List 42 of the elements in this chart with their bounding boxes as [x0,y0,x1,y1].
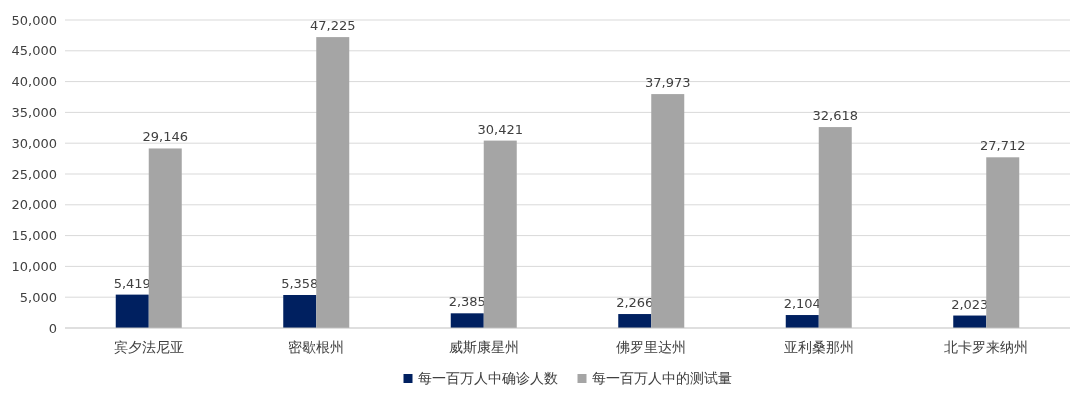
y-tick-label: 40,000 [11,74,57,90]
data-label: 5,419 [113,275,151,291]
bar [450,313,484,328]
bar [785,315,819,328]
data-label: 2,266 [616,295,654,311]
y-tick-label: 20,000 [11,197,57,213]
bar [651,94,685,328]
x-tick-label: 亚利桑那州 [783,339,854,355]
y-tick-label: 25,000 [11,166,57,182]
bar [283,295,317,328]
bar [618,314,652,328]
x-tick-label: 宾夕法尼亚 [113,339,184,355]
x-tick-label: 佛罗里达州 [616,339,687,355]
bar [148,148,182,328]
y-tick-label: 45,000 [11,43,57,59]
data-label: 29,146 [142,129,188,145]
data-label: 5,358 [281,275,319,291]
x-tick-label: 密歇根州 [288,339,345,355]
y-tick-label: 35,000 [11,104,57,120]
bar [316,37,350,328]
bar [818,127,852,328]
x-tick-label: 北卡罗来纳州 [944,339,1029,355]
y-tick-label: 0 [48,320,57,336]
y-tick-label: 5,000 [19,289,57,305]
x-tick-label: 威斯康星州 [448,339,519,355]
bar [115,294,149,328]
y-tick-label: 50,000 [11,12,57,28]
data-label: 47,225 [310,18,356,34]
data-label: 30,421 [477,121,523,137]
bar [986,157,1020,328]
data-label: 32,618 [812,108,858,124]
legend-label: 每一百万人中的测试量 [591,370,732,386]
data-label: 2,385 [448,294,486,310]
bar [483,140,517,328]
data-label: 37,973 [645,75,691,91]
y-tick-label: 15,000 [11,228,57,244]
y-tick-label: 10,000 [11,258,57,274]
y-tick-label: 30,000 [11,135,57,151]
legend-label: 每一百万人中确诊人数 [417,370,558,386]
data-label: 27,712 [980,138,1026,154]
data-label: 2,023 [951,296,989,312]
data-label: 2,104 [783,296,821,312]
